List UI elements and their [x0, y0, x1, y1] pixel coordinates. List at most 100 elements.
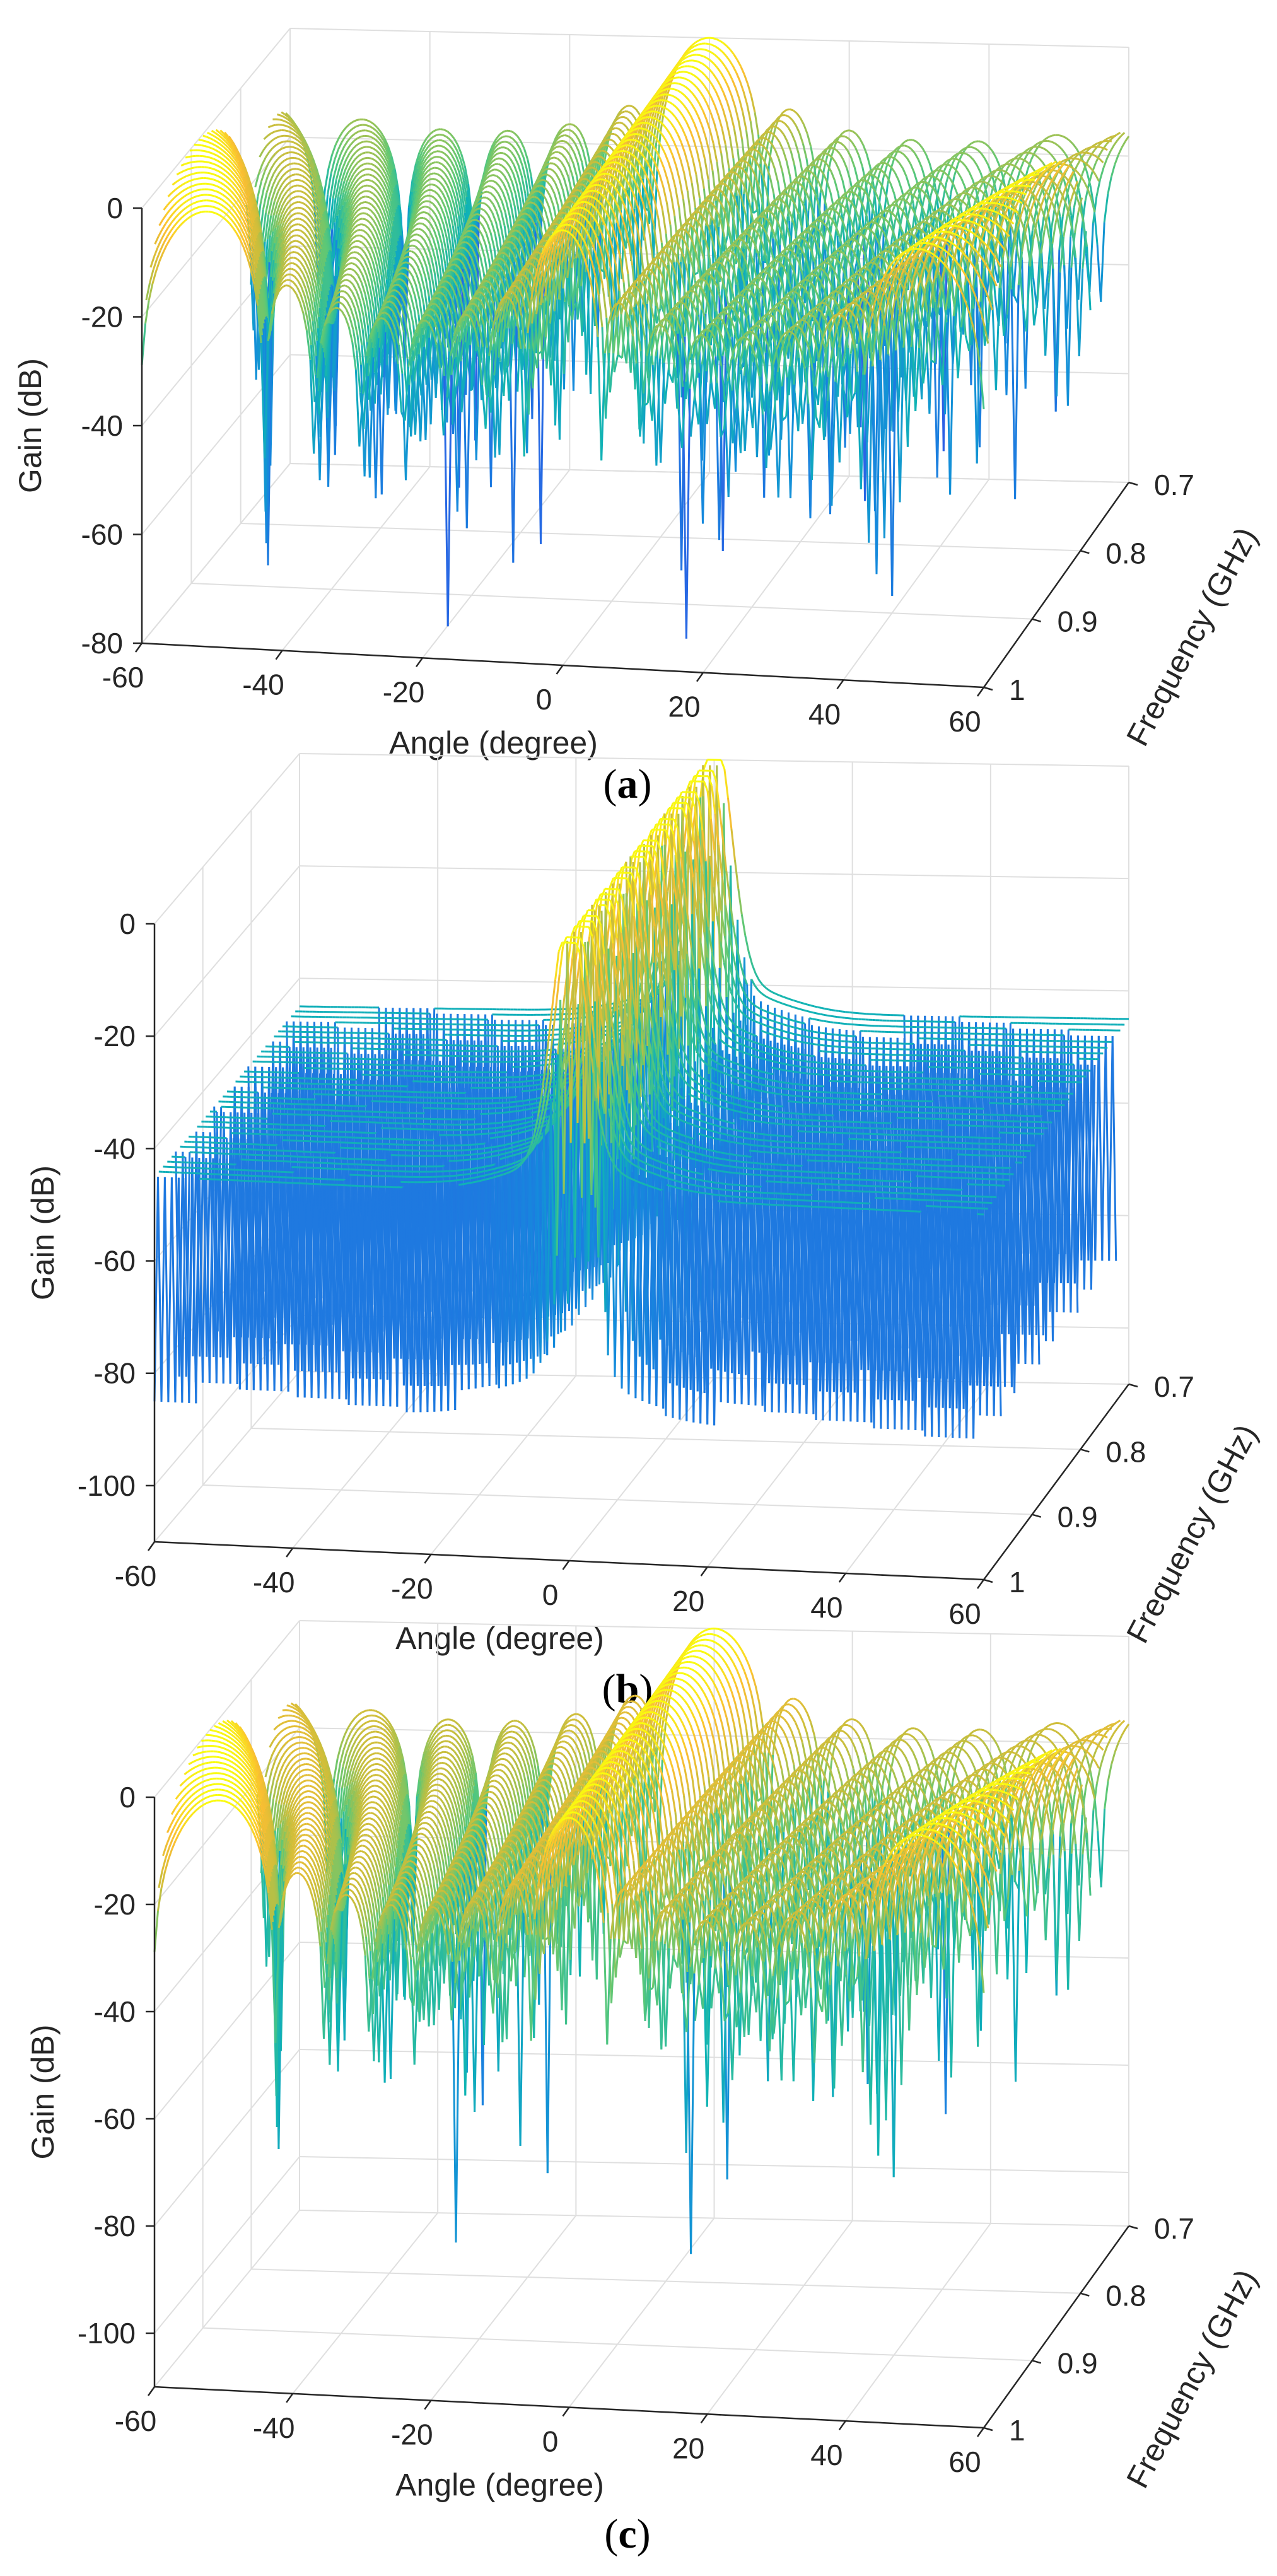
surface-segment	[689, 80, 694, 85]
surface-segment	[1088, 152, 1093, 156]
surface-segment	[496, 202, 502, 212]
surface-segment	[1114, 154, 1119, 165]
surface-segment	[846, 150, 853, 158]
surface-segment	[710, 97, 716, 107]
surface-segment	[431, 189, 435, 192]
surface-segment	[376, 146, 382, 151]
surface-segment	[790, 108, 794, 112]
surface-segment	[621, 110, 626, 114]
surface-segment	[1099, 167, 1105, 180]
surface-segment	[563, 140, 568, 144]
surface-segment	[776, 126, 781, 131]
surface-segment	[788, 187, 793, 189]
surface-segment	[597, 146, 604, 161]
surface-segment	[548, 207, 554, 222]
surface-segment	[1109, 135, 1113, 139]
surface-segment	[577, 150, 583, 163]
surface-segment	[868, 173, 873, 176]
surface-segment	[834, 180, 839, 194]
surface-segment	[421, 229, 426, 234]
surface-segment	[447, 149, 453, 156]
surface-segment	[356, 207, 361, 213]
surface-segment	[363, 206, 368, 209]
surface-segment	[579, 131, 585, 139]
surface-segment	[735, 88, 740, 100]
surface-segment	[423, 217, 428, 221]
surface-segment	[583, 178, 587, 180]
surface-segment	[1100, 140, 1105, 143]
surface-segment	[1007, 172, 1013, 185]
surface-segment	[1058, 195, 1064, 207]
surface-segment	[897, 145, 902, 149]
surface-segment	[375, 202, 381, 209]
surface-segment	[1010, 192, 1014, 195]
surface-segment	[285, 112, 290, 117]
surface-segment	[975, 180, 980, 184]
surface-segment	[484, 244, 491, 261]
surface-segment	[555, 173, 561, 181]
surface-segment	[721, 108, 728, 122]
surface-segment	[709, 59, 715, 65]
surface-segment	[462, 177, 468, 197]
surface-segment	[784, 114, 790, 118]
surface-segment	[746, 104, 752, 122]
surface-segment	[361, 201, 365, 204]
surface-segment	[366, 119, 371, 123]
surface-segment	[644, 161, 650, 224]
surface-segment	[486, 197, 491, 201]
surface-segment	[374, 208, 380, 215]
surface-segment	[718, 48, 723, 53]
surface-segment	[782, 149, 788, 161]
surface-segment	[414, 228, 419, 231]
surface-segment	[693, 48, 698, 52]
surface-segment	[382, 140, 388, 148]
surface-segment	[376, 127, 382, 133]
surface-segment	[802, 143, 808, 159]
surface-segment	[520, 175, 527, 194]
surface-segment	[349, 166, 355, 174]
surface-segment	[461, 184, 467, 205]
surface-segment	[1061, 148, 1066, 154]
surface-segment	[460, 153, 466, 166]
surface-segment	[498, 163, 503, 166]
surface-segment	[545, 168, 549, 171]
surface-segment	[702, 110, 708, 120]
surface-segment	[680, 91, 685, 96]
surface-segment	[373, 169, 378, 174]
surface-segment	[283, 140, 287, 143]
surface-segment	[574, 143, 580, 151]
surface-segment	[963, 146, 968, 150]
surface-segment	[663, 168, 669, 181]
surface-segment	[526, 169, 532, 190]
surface-segment	[1117, 147, 1123, 156]
surface-segment	[564, 166, 569, 177]
surface-segment	[667, 180, 672, 195]
surface-segment	[441, 163, 446, 169]
surface-segment	[274, 149, 280, 154]
surface-segment	[659, 93, 663, 97]
surface-segment	[376, 197, 382, 204]
surface-segment	[981, 141, 986, 145]
surface-segment	[749, 148, 754, 151]
surface-segment	[1068, 139, 1074, 145]
surface-segment	[497, 193, 503, 202]
surface-segment	[703, 55, 708, 59]
surface-segment	[892, 156, 897, 160]
surface-segment	[353, 185, 359, 191]
surface-segment	[906, 157, 912, 165]
surface-segment	[830, 171, 836, 181]
surface-segment	[545, 198, 551, 208]
surface-segment	[720, 72, 726, 79]
surface-segment	[945, 190, 950, 201]
surface-segment	[288, 197, 293, 203]
surface-segment	[324, 168, 330, 189]
surface-segment	[298, 173, 303, 177]
surface-segment	[1100, 222, 1105, 302]
surface-segment	[420, 151, 426, 160]
surface-segment	[909, 233, 913, 236]
surface-segment	[521, 213, 525, 216]
surface-segment	[755, 221, 760, 224]
surface-segment	[301, 180, 306, 184]
panel-a: -60 -40 -20 0 20 40 600.70.80.910-20-40-60-80A…	[13, 28, 1264, 807]
surface-segment	[629, 105, 633, 108]
